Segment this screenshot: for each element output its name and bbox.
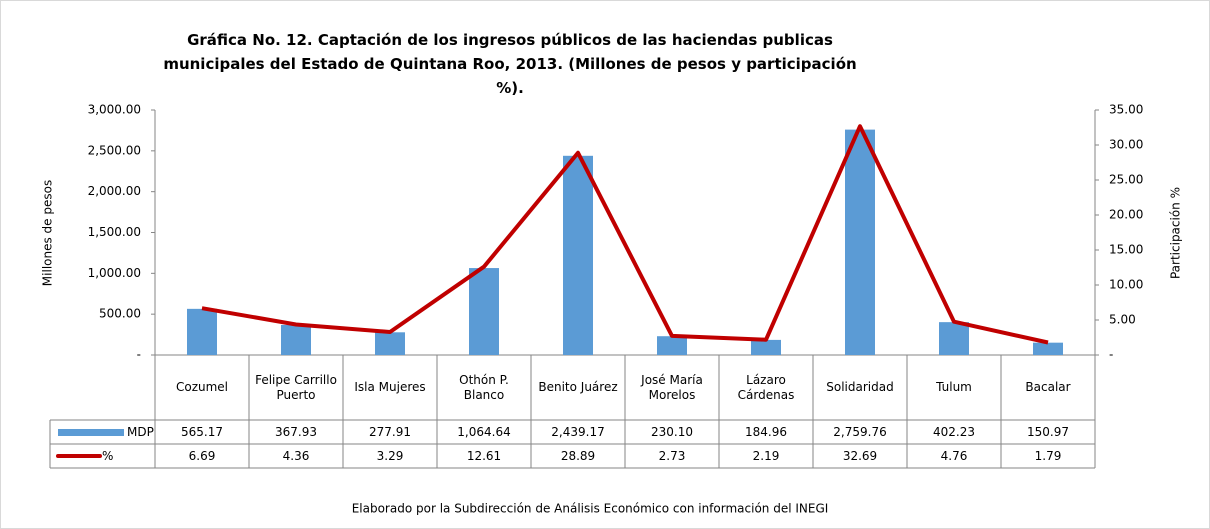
- y-tick-label: 3,000.00: [88, 103, 141, 117]
- category-label: Isla Mujeres: [354, 380, 426, 394]
- table-value: 3.29: [377, 449, 404, 463]
- table-value: 4.36: [283, 449, 310, 463]
- chart-title: Gráfica No. 12. Captación de los ingreso…: [163, 31, 857, 97]
- category-label: Tulum: [936, 380, 972, 394]
- y-tick-label: -: [137, 348, 141, 362]
- table-value: 2.19: [753, 449, 780, 463]
- y2-tick-label: 10.00: [1109, 278, 1143, 292]
- y2-axis-label: Participación %: [1169, 187, 1183, 279]
- table-value: 12.61: [467, 449, 501, 463]
- table-value: 2,759.76: [833, 425, 886, 439]
- bar: [281, 324, 311, 355]
- bar: [845, 129, 875, 355]
- legend-label: %: [102, 449, 113, 463]
- y-tick-label: 2,500.00: [88, 143, 141, 157]
- bar: [563, 155, 593, 355]
- bar: [751, 339, 781, 355]
- bar: [469, 268, 499, 355]
- category-label: Cozumel: [175, 380, 229, 394]
- y-tick-label: 500.00: [99, 307, 141, 321]
- category-label: Othón P. Blanco: [459, 372, 509, 402]
- table-value: 6.69: [189, 449, 216, 463]
- bar: [375, 332, 405, 355]
- table-value: 1,064.64: [457, 425, 510, 439]
- category-label: Benito Juárez: [538, 380, 618, 394]
- bar: [187, 308, 217, 355]
- table-value: 28.89: [561, 449, 595, 463]
- y2-tick-label: 30.00: [1109, 138, 1143, 152]
- table-value: 184.96: [745, 425, 787, 439]
- y2-tick-label: 35.00: [1109, 103, 1143, 117]
- y-tick-label: 2,000.00: [88, 184, 141, 198]
- table-value: 2,439.17: [551, 425, 604, 439]
- legend-label: MDP: [127, 425, 154, 439]
- table-value: 32.69: [843, 449, 877, 463]
- bar: [657, 336, 687, 355]
- bar: [939, 322, 969, 355]
- table-value: 150.97: [1027, 425, 1069, 439]
- category-label: Lázaro Cárdenas: [737, 372, 795, 402]
- footer: Elaborado por la Subdirección de Análisi…: [352, 502, 829, 516]
- category-label: Solidaridad: [826, 380, 894, 394]
- table-value: 230.10: [651, 425, 693, 439]
- y-tick-label: 1,000.00: [88, 266, 141, 280]
- y2-tick-label: 20.00: [1109, 208, 1143, 222]
- table-value: 2.73: [659, 449, 686, 463]
- table-value: 4.76: [941, 449, 968, 463]
- y2-tick-label: 25.00: [1109, 173, 1143, 187]
- bar: [1033, 342, 1063, 355]
- line: [201, 124, 1049, 345]
- legend-key: [58, 429, 124, 436]
- table-value: 565.17: [181, 425, 223, 439]
- category-label: Bacalar: [1025, 380, 1071, 394]
- table-value: 1.79: [1035, 449, 1062, 463]
- table-value: 402.23: [933, 425, 975, 439]
- table-value: 277.91: [369, 425, 411, 439]
- category-label: Felipe Carrillo Puerto: [255, 372, 337, 402]
- category-label: José María Morelos: [641, 372, 703, 402]
- y2-tick-label: 15.00: [1109, 243, 1143, 257]
- table-value: 367.93: [275, 425, 317, 439]
- y2-tick-label: -: [1109, 348, 1113, 362]
- y-tick-label: 1,500.00: [88, 225, 141, 239]
- y2-tick-label: 5.00: [1109, 313, 1136, 327]
- y-axis-label: Millones de pesos: [41, 180, 55, 286]
